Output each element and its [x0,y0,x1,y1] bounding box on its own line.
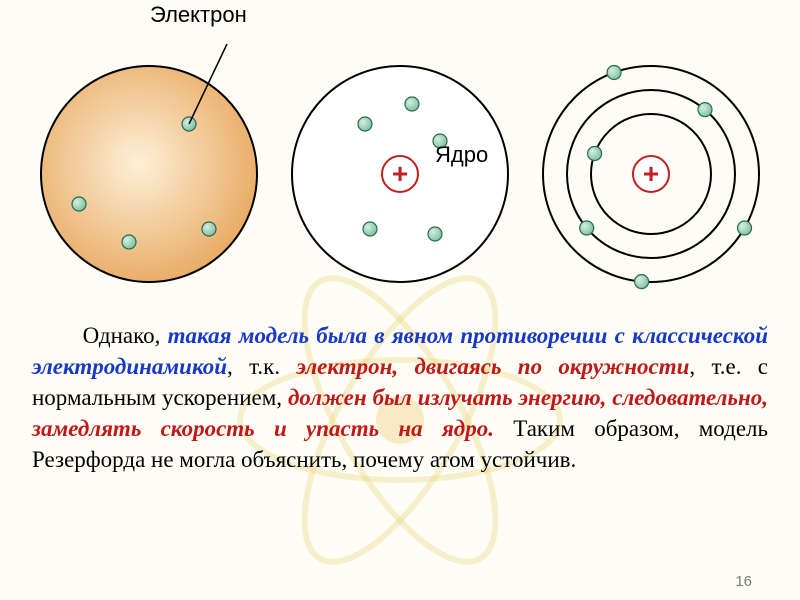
svg-text:+: + [642,158,658,189]
page-number: 16 [735,573,752,590]
electron-dot [587,146,601,160]
thomson-sphere [41,66,257,282]
electron-dot [202,222,216,236]
electron-dot [405,97,419,111]
diagram-row: + Ядро + [24,0,776,320]
content-area: Электрон + Ядро + Однако, такая модель б… [0,0,800,600]
electron-dot [607,66,621,80]
nucleus: + [633,156,669,192]
label-nucleus: Ядро [435,142,488,168]
diagram-thomson [29,24,269,304]
electron-dot [428,227,442,241]
diagram-bohr: + [531,24,771,304]
electron-dot [698,103,712,117]
text-run: электрон, двигаясь по окружности [296,354,689,379]
electron-dot [634,275,648,289]
electron-dot [72,197,86,211]
electron-dot [358,117,372,131]
electron-dot [737,221,751,235]
text-run: , т.к. [227,354,296,379]
paragraph-text: Однако, такая модель была в явном против… [24,320,776,475]
electron-dot [122,235,136,249]
electron-dot [579,221,593,235]
text-run: Однако, [83,323,168,348]
nucleus: + [382,156,418,192]
svg-text:+: + [392,158,408,189]
electron-dot [363,222,377,236]
diagram-rutherford: + Ядро [280,24,520,304]
